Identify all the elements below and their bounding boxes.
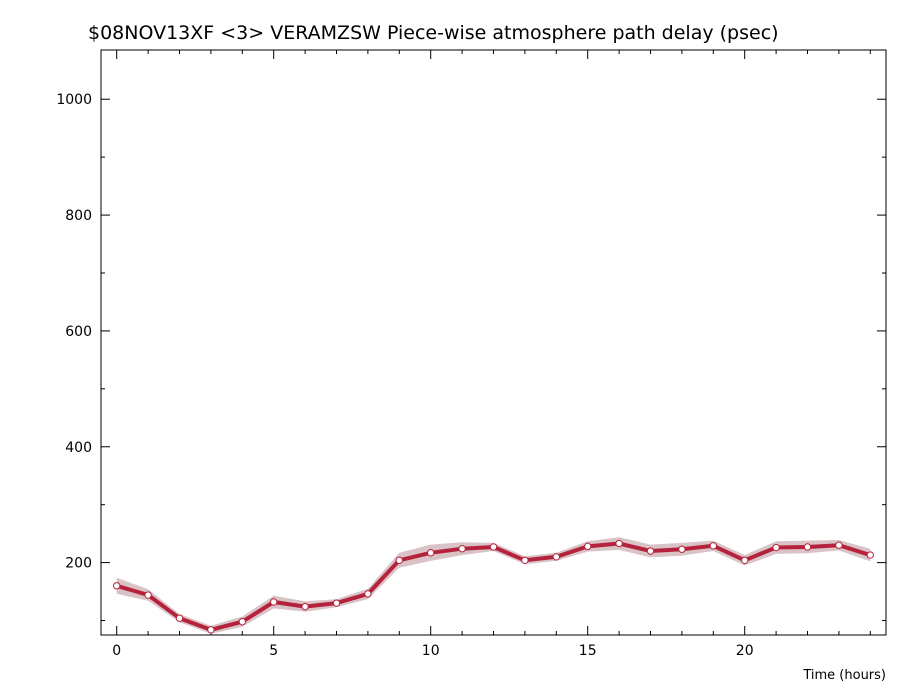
data-point [207, 626, 215, 634]
y-tick-label: 400 [65, 440, 92, 456]
x-tick-label: 0 [112, 643, 121, 659]
data-point [803, 543, 812, 551]
data-point [866, 551, 874, 559]
x-tick-labels: 0 5 10 15 20 [112, 643, 753, 659]
data-point [175, 614, 184, 622]
delay-series-line [116, 541, 871, 632]
y-tick-label: 800 [65, 208, 92, 224]
data-point [270, 598, 278, 606]
data-point [709, 542, 717, 550]
x-tick-label: 15 [579, 643, 597, 659]
data-point [678, 545, 686, 553]
data-point [835, 541, 843, 549]
y-tick-label: 1000 [56, 92, 92, 108]
data-point [458, 544, 466, 553]
data-point [489, 543, 498, 551]
axis-ticks [101, 50, 886, 635]
data-point [427, 549, 435, 557]
data-point [552, 553, 560, 561]
data-point [238, 617, 247, 626]
y-tick-label: 200 [65, 556, 92, 572]
uncertainty-band [116, 537, 871, 634]
chart-title: $08NOV13XF <3> VERAMZSW Piece-wise atmos… [88, 22, 779, 44]
data-point [113, 582, 121, 590]
data-point [646, 547, 655, 555]
data-point [395, 556, 403, 564]
x-tick-label: 20 [736, 643, 754, 659]
data-point [364, 590, 372, 598]
y-tick-label: 600 [65, 324, 92, 340]
x-tick-label: 5 [269, 643, 278, 659]
data-point [615, 539, 623, 548]
x-axis-label: Time (hours) [802, 668, 886, 683]
x-tick-label: 10 [422, 643, 440, 659]
data-point [144, 591, 152, 599]
data-point [521, 556, 529, 564]
delay-series-points [113, 539, 874, 634]
data-point [584, 542, 592, 551]
y-tick-labels: 200 400 600 800 1000 [56, 92, 92, 571]
data-point [332, 599, 341, 607]
data-point [301, 602, 309, 611]
data-point [741, 556, 749, 564]
data-point [772, 543, 780, 552]
